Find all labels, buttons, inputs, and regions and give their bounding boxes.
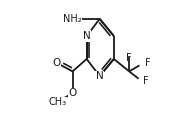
Text: F: F xyxy=(126,53,132,63)
Text: NH₂: NH₂ xyxy=(63,14,81,24)
Text: CH₃: CH₃ xyxy=(48,97,66,107)
Text: N: N xyxy=(96,71,104,81)
Text: N: N xyxy=(83,31,91,41)
Text: O: O xyxy=(52,58,60,67)
Text: F: F xyxy=(143,76,149,86)
Text: O: O xyxy=(68,88,77,98)
Text: F: F xyxy=(144,58,150,68)
